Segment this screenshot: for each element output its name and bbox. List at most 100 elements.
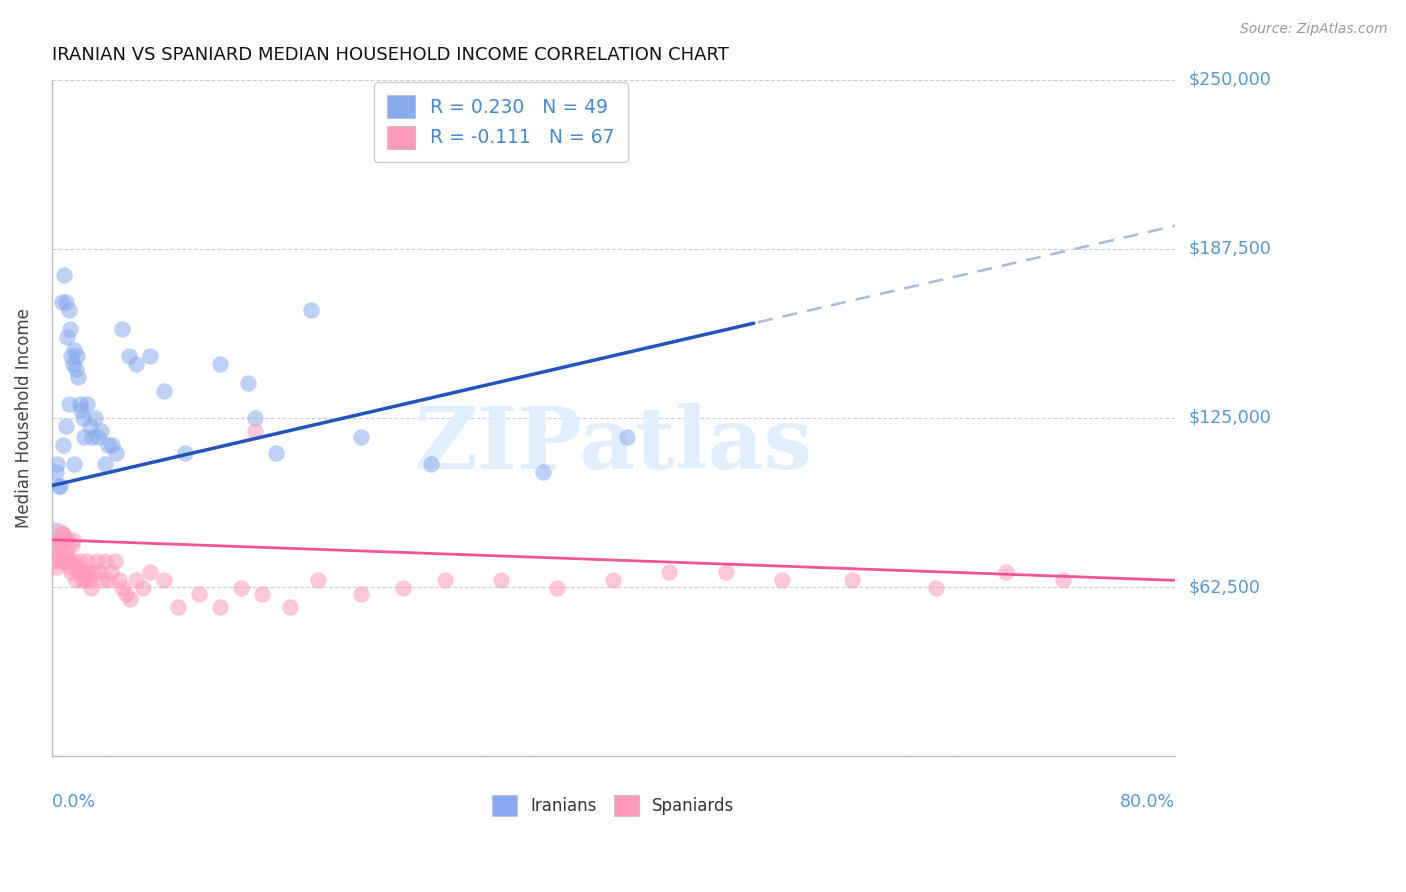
Point (115, 587, 138, 601)
Point (69, 554, 91, 568)
Point (82, 430, 104, 444)
Point (72, 574, 94, 588)
Y-axis label: Median Household Income: Median Household Income (15, 308, 32, 528)
Point (53, 268, 76, 282)
Point (238, 376, 260, 390)
Point (58, 554, 80, 568)
Text: ZIPatlas: ZIPatlas (415, 403, 813, 487)
Point (349, 587, 371, 601)
Point (42, 533, 65, 547)
Point (280, 600, 302, 615)
Point (62, 533, 84, 547)
Point (91, 574, 114, 588)
Point (90, 425, 112, 439)
Point (209, 357, 232, 371)
Point (63, 343, 86, 358)
Point (252, 587, 274, 601)
Point (153, 574, 176, 588)
Point (66, 349, 89, 363)
Point (58, 397, 80, 411)
Point (94, 457, 117, 471)
Point (77, 566, 100, 580)
Point (80, 582, 103, 596)
Point (531, 465, 554, 479)
Point (301, 302, 323, 317)
Point (72, 411, 94, 425)
Point (108, 574, 131, 588)
Point (63, 554, 86, 568)
Point (46, 457, 69, 471)
Point (46, 559, 69, 574)
Point (56, 554, 79, 568)
Point (714, 566, 737, 580)
Text: 0.0%: 0.0% (52, 794, 96, 812)
Point (349, 430, 371, 444)
Point (75, 574, 97, 588)
Point (602, 574, 624, 588)
Point (105, 446, 128, 460)
Point (62, 357, 84, 371)
Point (94, 554, 117, 568)
Point (104, 554, 127, 568)
Point (111, 321, 134, 335)
Point (70, 402, 93, 417)
Point (60, 566, 83, 580)
Point (546, 582, 568, 596)
Point (55, 294, 77, 309)
Text: $187,500: $187,500 (1188, 240, 1271, 258)
Point (79, 574, 101, 588)
Point (65, 362, 87, 376)
Point (83, 566, 105, 580)
Point (84, 411, 107, 425)
Point (391, 582, 413, 596)
Point (419, 457, 441, 471)
Text: $250,000: $250,000 (1188, 70, 1271, 88)
Point (59, 321, 82, 335)
Point (49, 538, 72, 552)
Point (616, 430, 638, 444)
Point (266, 446, 288, 460)
Point (56, 330, 79, 344)
Text: $125,000: $125,000 (1188, 409, 1271, 427)
Point (86, 554, 108, 568)
Point (245, 425, 267, 439)
Point (76, 554, 98, 568)
Point (67, 566, 90, 580)
Point (139, 566, 162, 580)
Point (58, 302, 80, 317)
Point (101, 438, 124, 452)
Point (44, 554, 66, 568)
Legend: Iranians, Spaniards: Iranians, Spaniards (485, 789, 741, 822)
Point (55, 546, 77, 560)
Point (66, 559, 89, 574)
Point (67, 370, 90, 384)
Point (87, 430, 110, 444)
Point (125, 574, 148, 588)
Point (1052, 574, 1074, 588)
Point (48, 478, 70, 492)
Point (59, 559, 82, 574)
Point (132, 582, 155, 596)
Text: 80.0%: 80.0% (1119, 794, 1175, 812)
Point (153, 384, 176, 398)
Point (231, 582, 253, 596)
Point (841, 574, 863, 588)
Point (53, 554, 76, 568)
Point (51, 294, 73, 309)
Point (209, 600, 232, 615)
Point (174, 446, 197, 460)
Point (97, 574, 120, 588)
Point (60, 538, 83, 552)
Point (118, 349, 141, 363)
Point (69, 397, 91, 411)
Point (62, 457, 84, 471)
Point (111, 582, 134, 596)
Point (770, 574, 793, 588)
Point (42, 538, 65, 552)
Point (79, 419, 101, 434)
Point (48, 533, 70, 547)
Point (73, 566, 96, 580)
Point (100, 566, 122, 580)
Point (139, 349, 162, 363)
Point (188, 587, 211, 601)
